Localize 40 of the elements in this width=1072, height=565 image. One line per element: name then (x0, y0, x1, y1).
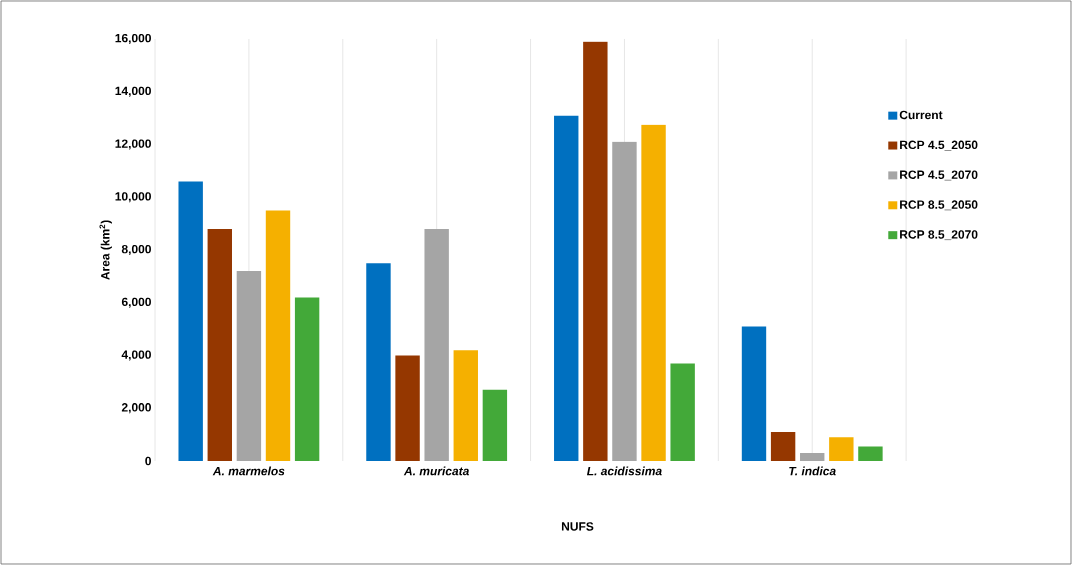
bar (829, 437, 854, 461)
bar (294, 297, 320, 461)
y-tick-label: 12,000 (115, 139, 151, 150)
bar (554, 115, 579, 461)
y-tick-label: 8,000 (121, 244, 151, 256)
bar (265, 210, 291, 461)
bar (178, 181, 203, 461)
bar (770, 431, 796, 461)
y-axis-title: Area (km$^{2}$) (99, 220, 112, 280)
y-tick-label: 14,000 (115, 86, 151, 97)
legend-label: RCP 4.5_2050 (900, 140, 978, 151)
y-tick-label: 6,000 (121, 297, 151, 308)
bar (670, 363, 695, 461)
x-tick-label: T. indica (789, 466, 836, 476)
legend-label: RCP 4.5_2070 (900, 170, 978, 181)
y-tick-label: 4,000 (121, 350, 151, 361)
bar (858, 446, 883, 461)
bar (207, 228, 232, 461)
legend-label: Current (899, 110, 943, 120)
bar (741, 326, 767, 461)
bar (800, 453, 825, 461)
y-tick-label: 16,000 (115, 33, 151, 45)
bar (424, 228, 449, 461)
y-tick-label: 2,000 (121, 403, 151, 414)
bar (612, 141, 637, 461)
x-axis-title: NUFS (561, 522, 594, 531)
bar (583, 41, 608, 461)
x-tick-label: A. muricata (403, 466, 469, 476)
x-tick-label: L. acidissima (586, 466, 662, 476)
bar (482, 389, 508, 461)
bar (395, 355, 420, 461)
bar (641, 124, 666, 461)
y-tick-label: 0 (145, 456, 151, 466)
y-tick-label: 10,000 (115, 192, 151, 203)
legend-label: RCP 8.5_2070 (900, 230, 978, 241)
x-tick-label: A. marmelos (212, 466, 285, 476)
bar (453, 350, 478, 461)
legend-label: RCP 8.5_2050 (900, 200, 978, 211)
bar (236, 271, 262, 461)
bar (366, 263, 391, 461)
